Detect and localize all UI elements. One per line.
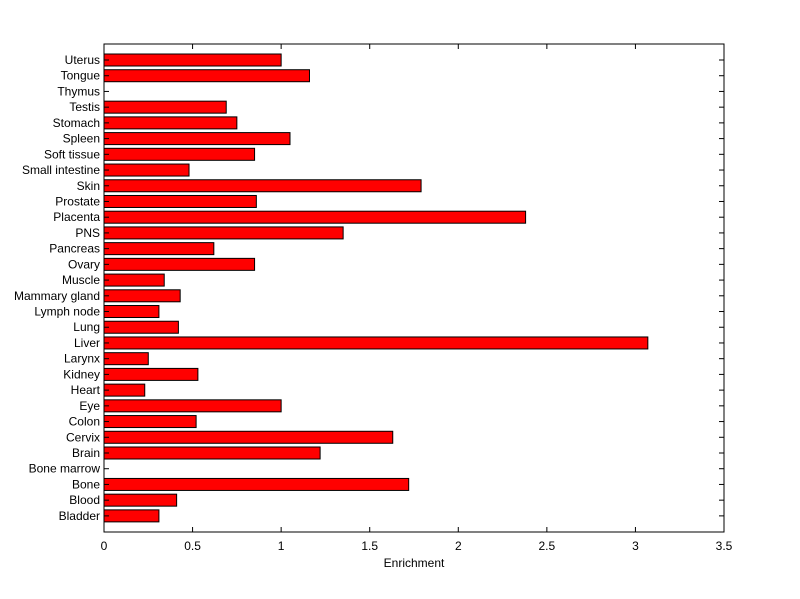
bars-group	[103, 53, 649, 523]
y-tick-label: Cervix	[66, 430, 100, 444]
y-tick-label: Soft tissue	[44, 147, 100, 161]
y-tick-label: PNS	[75, 226, 100, 240]
bar	[103, 273, 165, 287]
y-tick-label: Liver	[74, 336, 100, 350]
y-tick-label: Muscle	[62, 273, 100, 287]
bar	[103, 53, 282, 67]
y-tick-label: Uterus	[65, 53, 100, 67]
bar	[103, 257, 256, 271]
y-tick-label: Blood	[69, 493, 100, 507]
bar	[103, 226, 344, 240]
y-tick-label: Brain	[72, 446, 100, 460]
y-tick-label: Skin	[77, 179, 100, 193]
y-tick-label: Lymph node	[34, 305, 100, 319]
y-tick-label: Spleen	[63, 132, 100, 146]
bar	[103, 415, 197, 429]
y-tick-label: Larynx	[64, 352, 100, 366]
x-ticks-group: 0 0.5 1 1.5 2 2.5 3 3.5	[101, 44, 733, 553]
bar	[103, 367, 199, 381]
bar	[103, 132, 291, 146]
bar	[103, 430, 394, 444]
y-tick-label: Colon	[69, 415, 100, 429]
y-tick-label: Ovary	[68, 257, 100, 271]
bar	[103, 116, 238, 130]
x-tick-label: 0.5	[184, 539, 201, 553]
y-tick-label: Mammary gland	[14, 289, 100, 303]
bar	[103, 399, 282, 413]
bar	[103, 383, 146, 397]
bar	[103, 493, 178, 507]
y-tick-label: Tongue	[61, 69, 101, 83]
bar	[103, 179, 422, 193]
bar	[103, 477, 410, 491]
y-tick-label: Testis	[69, 100, 100, 114]
bar	[103, 69, 310, 83]
bar	[103, 336, 649, 350]
y-tick-label: Pancreas	[49, 242, 100, 256]
y-tick-label: Small intestine	[22, 163, 100, 177]
y-tick-label: Stomach	[53, 116, 100, 130]
x-tick-label: 0	[101, 539, 108, 553]
x-tick-label: 1	[278, 539, 285, 553]
y-tick-label: Prostate	[55, 194, 100, 208]
bar	[103, 352, 149, 366]
bar	[103, 210, 527, 224]
bar	[103, 446, 321, 460]
bar	[103, 163, 190, 177]
y-tick-label: Kidney	[63, 367, 100, 381]
bar	[103, 305, 160, 319]
x-tick-label: 3.5	[716, 539, 733, 553]
x-tick-label: 2.5	[539, 539, 556, 553]
bar	[103, 242, 215, 256]
bar	[103, 100, 227, 114]
x-tick-label: 2	[455, 539, 462, 553]
x-tick-label: 3	[632, 539, 639, 553]
y-tick-label: Bladder	[59, 509, 100, 523]
y-tick-label: Bone	[72, 477, 100, 491]
y-tick-label: Bone marrow	[29, 462, 101, 476]
y-tick-label: Heart	[71, 383, 101, 397]
bar	[103, 509, 160, 523]
y-tick-label: Lung	[73, 320, 100, 334]
bar	[103, 147, 256, 161]
y-tick-label: Thymus	[57, 84, 100, 98]
x-axis-title: Enrichment	[384, 556, 445, 570]
bar	[103, 194, 257, 208]
bar	[103, 289, 181, 303]
y-tick-label: Placenta	[53, 210, 100, 224]
y-tick-label: Eye	[79, 399, 100, 413]
bar	[103, 320, 179, 334]
x-tick-label: 1.5	[361, 539, 378, 553]
